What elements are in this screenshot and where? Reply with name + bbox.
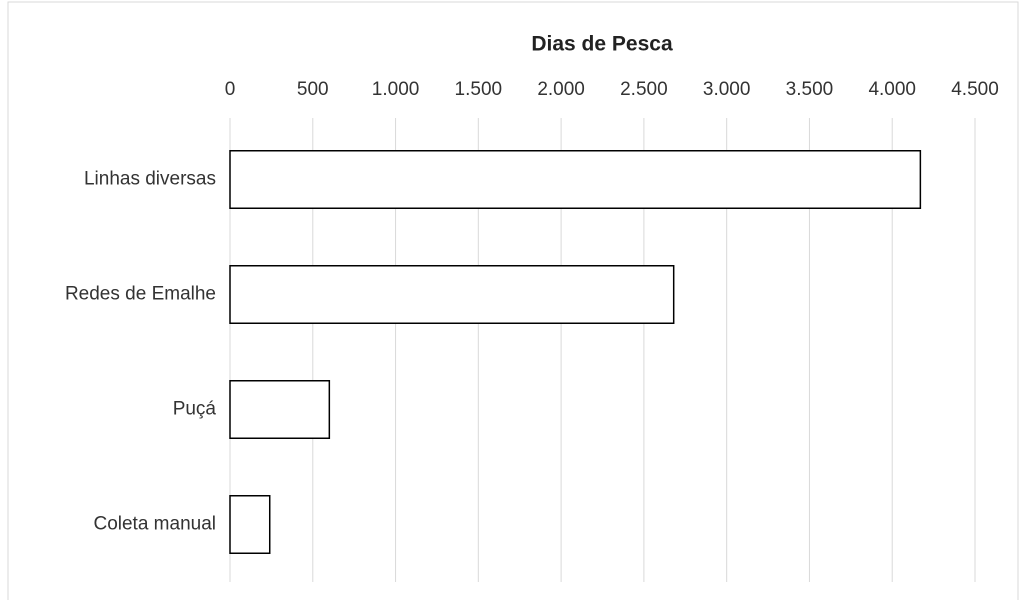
chart-title: Dias de Pesca [531,33,673,56]
bar [229,265,675,324]
bar [229,150,922,209]
x-tick-label: 3.000 [703,79,751,100]
x-tick-label: 0 [225,79,236,100]
y-tick-label: Linhas diversas [84,169,216,190]
bar [229,495,271,554]
x-tick-label: 2.500 [620,79,668,100]
x-tick-label: 4.500 [951,79,999,100]
bar [229,380,331,439]
y-tick-label: Redes de Emalhe [65,284,216,305]
y-tick-label: Puçá [173,399,217,420]
y-tick-label: Coleta manual [93,514,216,535]
x-tick-label: 4.000 [868,79,916,100]
x-tick-label: 1.500 [455,79,503,100]
x-tick-label: 3.500 [786,79,834,100]
x-tick-label: 500 [297,79,329,100]
x-tick-label: 1.000 [372,79,420,100]
x-tick-label: 2.000 [537,79,585,100]
